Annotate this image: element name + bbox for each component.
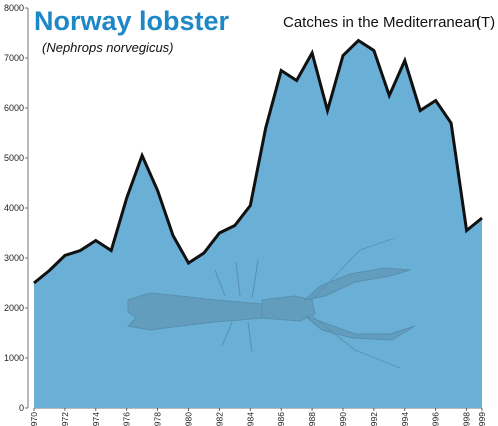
x-tick-label: 1982 bbox=[214, 412, 224, 426]
x-tick-label: 1990 bbox=[338, 412, 348, 426]
y-tick-label: 7000 bbox=[4, 53, 24, 63]
x-tick-label: 1996 bbox=[431, 412, 441, 426]
x-tick-label: 1970 bbox=[29, 412, 39, 426]
x-tick-label: 1986 bbox=[276, 412, 286, 426]
y-tick-label: 6000 bbox=[4, 103, 24, 113]
y-tick-label: 5000 bbox=[4, 153, 24, 163]
y-tick-label: 1000 bbox=[4, 353, 24, 363]
y-tick-label: 4000 bbox=[4, 203, 24, 213]
x-tick-label: 1976 bbox=[122, 412, 132, 426]
x-tick-label: 1994 bbox=[400, 412, 410, 426]
x-tick-label: 1980 bbox=[183, 412, 193, 426]
y-tick-label: 8000 bbox=[4, 3, 24, 13]
lobster-illustration bbox=[126, 237, 416, 369]
x-tick-label: 1974 bbox=[91, 412, 101, 426]
chart-caption: Catches in the Mediterranean bbox=[283, 14, 480, 31]
x-tick-label: 1978 bbox=[153, 412, 163, 426]
chart-subtitle: (Nephrops norvegicus) bbox=[42, 40, 174, 55]
catch-line bbox=[33, 38, 483, 285]
chart-title: Norway lobster bbox=[34, 6, 230, 36]
y-tick-label: 0 bbox=[19, 403, 24, 413]
y-tick-label: 3000 bbox=[4, 253, 24, 263]
x-tick-label: 1998 bbox=[462, 412, 472, 426]
y-tick-label: 2000 bbox=[4, 303, 24, 313]
x-tick-label: 1984 bbox=[245, 412, 255, 426]
chart-unit: (T) bbox=[476, 14, 495, 31]
x-tick-label: 1972 bbox=[60, 412, 70, 426]
x-tick-label: 1988 bbox=[307, 412, 317, 426]
x-tick-label: 1999 bbox=[477, 412, 487, 426]
x-tick-label: 1992 bbox=[369, 412, 379, 426]
